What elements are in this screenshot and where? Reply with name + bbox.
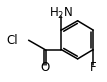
Text: Cl: Cl xyxy=(6,34,18,47)
Text: O: O xyxy=(40,61,50,74)
Text: F: F xyxy=(90,61,97,74)
Text: H$_2$N: H$_2$N xyxy=(49,5,73,21)
